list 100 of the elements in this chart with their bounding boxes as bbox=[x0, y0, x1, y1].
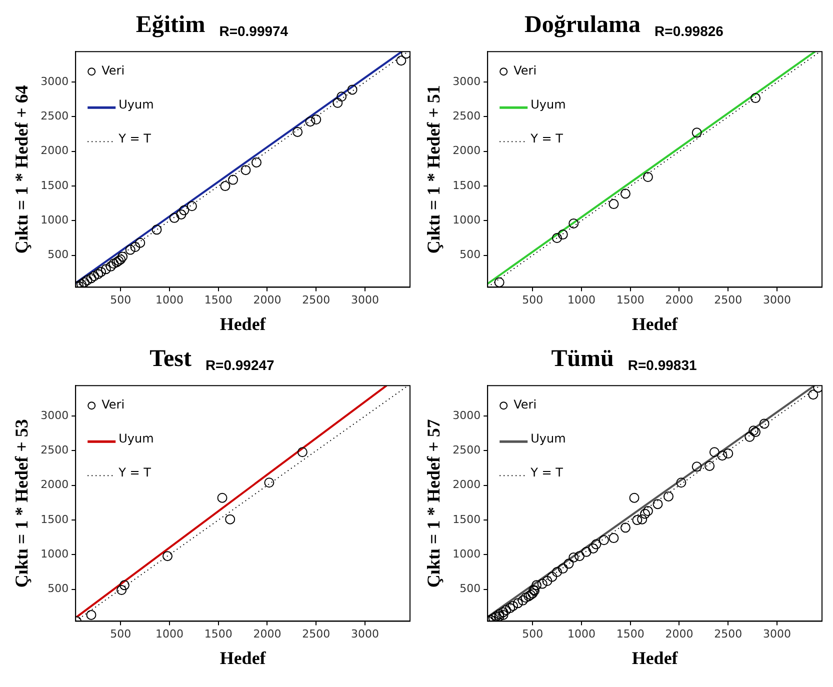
point bbox=[723, 448, 734, 459]
chart-subtitle: R=0.99247 bbox=[205, 357, 274, 373]
point bbox=[217, 492, 228, 503]
x-tick-label: 500 bbox=[522, 294, 544, 307]
legend-label: Uyum bbox=[530, 432, 566, 446]
point bbox=[520, 592, 531, 603]
point bbox=[118, 252, 128, 262]
point bbox=[531, 580, 542, 590]
point bbox=[564, 558, 574, 569]
x-tick-label: 500 bbox=[522, 628, 544, 641]
point bbox=[501, 605, 512, 616]
y-tick-label: 1500 bbox=[452, 178, 481, 192]
x-tick-label: 2500 bbox=[302, 294, 330, 307]
y-tick-label: 3000 bbox=[40, 408, 69, 422]
point bbox=[93, 269, 104, 280]
point bbox=[512, 598, 523, 608]
x-tick-label: 500 bbox=[110, 628, 132, 641]
y-tick-label: 1500 bbox=[452, 512, 481, 526]
point bbox=[86, 610, 96, 620]
point bbox=[297, 447, 308, 458]
y-tick-label: 2500 bbox=[40, 444, 69, 457]
x-tick-label: 2000 bbox=[253, 628, 282, 641]
point bbox=[505, 603, 516, 614]
y-tick-label: 2500 bbox=[452, 444, 481, 457]
point bbox=[305, 116, 316, 127]
point bbox=[552, 233, 562, 243]
legend-label: Y = T bbox=[530, 466, 564, 480]
point bbox=[89, 271, 100, 282]
point bbox=[508, 600, 518, 611]
point bbox=[637, 514, 648, 524]
chart-title: Test bbox=[150, 346, 192, 372]
x-tick-label: 3000 bbox=[763, 628, 792, 641]
legend-label: Veri bbox=[514, 64, 537, 78]
point bbox=[176, 209, 186, 220]
point bbox=[640, 508, 650, 519]
legend-label: Veri bbox=[102, 64, 125, 78]
point bbox=[100, 264, 111, 274]
point bbox=[169, 212, 180, 223]
legend-label: Y = T bbox=[530, 132, 564, 146]
x-axis-title: Hedef bbox=[632, 648, 679, 668]
x-tick-label: 3000 bbox=[351, 294, 380, 307]
point bbox=[568, 552, 579, 562]
point bbox=[79, 277, 90, 288]
x-tick-label: 500 bbox=[110, 294, 132, 307]
point bbox=[336, 92, 347, 102]
chart-title: Tümü bbox=[551, 346, 614, 372]
x-tick-label: 2000 bbox=[253, 294, 282, 307]
x-tick-label: 1500 bbox=[616, 294, 644, 307]
x-tick-label: 3000 bbox=[351, 628, 380, 641]
legend-label: Uyum bbox=[118, 98, 154, 112]
y-tick-label: 2000 bbox=[40, 144, 69, 158]
point bbox=[498, 607, 508, 618]
y-tick-label: 3000 bbox=[452, 74, 481, 88]
point bbox=[629, 492, 640, 503]
x-tick-label: 1500 bbox=[204, 628, 232, 641]
x-tick-label: 2500 bbox=[302, 628, 330, 641]
point bbox=[491, 611, 502, 622]
y-axis-title: Çıktı = 1 * Hedef + 53 bbox=[11, 419, 32, 588]
point bbox=[347, 84, 358, 95]
legend-label: Veri bbox=[514, 398, 537, 412]
point bbox=[608, 533, 619, 544]
chart-subtitle: R=0.99826 bbox=[654, 23, 724, 39]
point bbox=[542, 576, 552, 586]
x-tick-label: 1500 bbox=[616, 628, 644, 641]
x-tick-label: 2500 bbox=[714, 294, 742, 307]
point bbox=[692, 462, 702, 472]
point bbox=[135, 238, 146, 248]
y-tick-label: 1000 bbox=[40, 548, 69, 561]
point bbox=[744, 432, 755, 442]
point bbox=[663, 491, 674, 502]
y-tick-label: 1500 bbox=[40, 178, 69, 192]
point bbox=[652, 499, 663, 510]
point bbox=[518, 595, 528, 606]
x-tick-label: 2000 bbox=[665, 294, 694, 307]
point bbox=[692, 128, 702, 138]
legend-label: Veri bbox=[102, 398, 125, 412]
point bbox=[130, 242, 140, 252]
legend-label: Uyum bbox=[118, 432, 154, 446]
point bbox=[240, 165, 251, 176]
x-axis-title: Hedef bbox=[220, 314, 267, 334]
point bbox=[574, 551, 585, 562]
y-axis-title: Çıktı = 1 * Hedef + 51 bbox=[423, 85, 444, 254]
point bbox=[537, 578, 548, 589]
x-tick-label: 1000 bbox=[155, 628, 184, 641]
y-tick-label: 2500 bbox=[452, 110, 481, 123]
point bbox=[558, 564, 568, 574]
x-tick-label: 2500 bbox=[714, 628, 742, 641]
y-tick-label: 3000 bbox=[452, 408, 481, 422]
point bbox=[488, 613, 498, 622]
point bbox=[116, 585, 127, 596]
point bbox=[264, 478, 274, 488]
point bbox=[119, 580, 130, 590]
y-axis-title: Çıktı = 1 * Hedef + 57 bbox=[423, 419, 444, 588]
point bbox=[547, 572, 558, 582]
legend-label: Y = T bbox=[118, 132, 152, 146]
point bbox=[96, 266, 106, 277]
point bbox=[808, 390, 818, 400]
chart-title: Doğrulama bbox=[524, 12, 641, 38]
y-tick-label: 500 bbox=[48, 248, 69, 262]
y-tick-label: 2000 bbox=[40, 478, 69, 492]
